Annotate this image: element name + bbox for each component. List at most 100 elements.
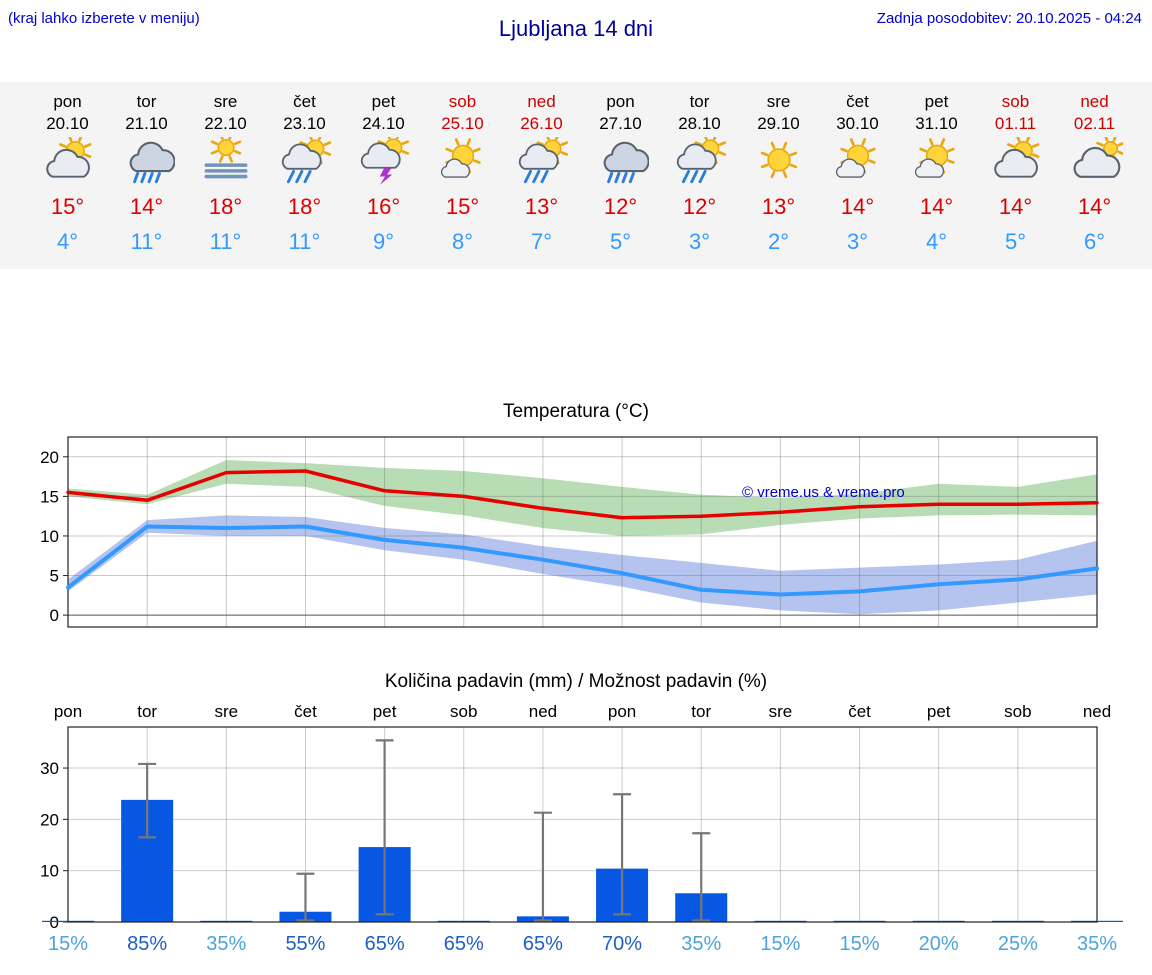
thunder-icon xyxy=(344,137,423,189)
y-tick-label: 0 xyxy=(50,606,59,625)
day-min-temp: 9° xyxy=(372,229,395,254)
forecast-day-21.10: tor 21.10 14° 11° xyxy=(107,92,186,255)
mostly-sunny-icon xyxy=(423,137,502,189)
day-min-temp: 11° xyxy=(209,229,242,254)
forecast-day-02.11: ned 02.11 14° 6° xyxy=(1055,92,1134,255)
day-label: ned xyxy=(529,702,557,721)
min-temperature-line xyxy=(66,524,1099,597)
precip-probability-label: 70% xyxy=(602,933,642,955)
day-name: sre xyxy=(213,92,238,111)
mostly-sunny-icon xyxy=(897,137,976,189)
precip-probability-label: 85% xyxy=(127,933,167,955)
max-temperature-line xyxy=(66,469,1099,520)
day-max-temp: 18° xyxy=(287,194,322,219)
day-max-temp: 13° xyxy=(761,194,796,219)
precip-probability-label: 15% xyxy=(48,933,88,955)
day-max-temp: 14° xyxy=(998,194,1033,219)
sun-cloud-icon xyxy=(28,137,107,189)
day-min-temp: 3° xyxy=(846,229,869,254)
day-name: čet xyxy=(846,92,869,111)
precip-probability-label: 65% xyxy=(523,933,563,955)
day-date: 21.10 xyxy=(125,114,168,133)
precip-probability-label: 25% xyxy=(998,933,1038,955)
day-label: sob xyxy=(450,702,477,721)
day-min-temp: 2° xyxy=(767,229,790,254)
precip-probability-label: 20% xyxy=(919,933,959,955)
day-label: sre xyxy=(214,702,238,721)
day-date: 31.10 xyxy=(915,114,958,133)
day-name: čet xyxy=(293,92,316,111)
day-label: čet xyxy=(848,702,871,721)
forecast-day-30.10: čet 30.10 14° 3° xyxy=(818,92,897,255)
day-label: tor xyxy=(137,702,157,721)
y-tick-label: 20 xyxy=(40,810,59,829)
day-max-temp: 15° xyxy=(50,194,85,219)
forecast-day-23.10: čet 23.10 18° 11° xyxy=(265,92,344,255)
day-max-temp: 14° xyxy=(919,194,954,219)
forecast-day-29.10: sre 29.10 13° 2° xyxy=(739,92,818,255)
precip-probability-label: 15% xyxy=(840,933,880,955)
day-max-temp: 12° xyxy=(682,194,717,219)
precip-probability-label: 15% xyxy=(760,933,800,955)
day-label: ned xyxy=(1083,702,1111,721)
precip-probability-label: 35% xyxy=(206,933,246,955)
day-date: 30.10 xyxy=(836,114,879,133)
y-tick-label: 20 xyxy=(40,448,59,467)
max-temperature-range-band xyxy=(68,460,1097,536)
precip-probability-label: 65% xyxy=(444,933,484,955)
precip-chart-title: Količina padavin (mm) / Možnost padavin … xyxy=(384,671,768,692)
y-tick-label: 10 xyxy=(40,527,59,546)
precip-probability-label: 65% xyxy=(365,933,405,955)
day-max-temp: 13° xyxy=(524,194,559,219)
day-date: 29.10 xyxy=(757,114,800,133)
sun-shower-icon xyxy=(502,137,581,189)
day-date: 27.10 xyxy=(599,114,642,133)
forecast-day-26.10: ned 26.10 13° 7° xyxy=(502,92,581,255)
day-min-temp: 5° xyxy=(609,229,632,254)
day-date: 25.10 xyxy=(441,114,484,133)
y-tick-label: 15 xyxy=(40,487,59,506)
day-min-temp: 6° xyxy=(1083,229,1106,254)
day-label: pon xyxy=(54,702,82,721)
day-date: 23.10 xyxy=(283,114,326,133)
temperature-chart-title: Temperatura (°C) xyxy=(503,401,649,422)
day-min-temp: 4° xyxy=(56,229,79,254)
day-max-temp: 14° xyxy=(840,194,875,219)
mostly-sunny-icon xyxy=(818,137,897,189)
precip-probability-label: 55% xyxy=(285,933,325,955)
ad-gap xyxy=(0,269,1152,401)
day-date: 28.10 xyxy=(678,114,721,133)
day-date: 22.10 xyxy=(204,114,247,133)
y-tick-label: 30 xyxy=(40,759,59,778)
forecast-day-01.11: sob 01.11 14° 5° xyxy=(976,92,1055,255)
day-name: sob xyxy=(1001,92,1030,111)
day-min-temp: 4° xyxy=(925,229,948,254)
day-name: pon xyxy=(606,92,635,111)
day-label: pet xyxy=(927,702,951,721)
day-name: tor xyxy=(136,92,157,111)
plot-frame xyxy=(67,436,1098,628)
day-max-temp: 15° xyxy=(445,194,480,219)
day-name: pet xyxy=(371,92,396,111)
day-label: pon xyxy=(608,702,636,721)
forecast-strip: pon 20.10 15° 4° tor 21.10 14° 11° sre 22.10 18° 11… xyxy=(0,82,1152,269)
forecast-day-31.10: pet 31.10 14° 4° xyxy=(897,92,976,255)
day-min-temp: 8° xyxy=(451,229,474,254)
day-min-temp: 3° xyxy=(688,229,711,254)
day-min-temp: 7° xyxy=(530,229,553,254)
precipitation-chart: pon tor sre čet pet sob ned pon tor sre čet pet sob n… xyxy=(40,702,1123,955)
page-title: Ljubljana 14 dni xyxy=(498,16,654,41)
day-max-temp: 16° xyxy=(366,194,401,219)
day-max-temp: 12° xyxy=(603,194,638,219)
day-name: sob xyxy=(448,92,477,111)
sun-shower-icon xyxy=(265,137,344,189)
day-date: 01.11 xyxy=(994,114,1037,133)
day-name: ned xyxy=(1080,92,1109,111)
location-menu-link[interactable]: (kraj lahko izberete v meniju) xyxy=(8,10,200,27)
forecast-day-22.10: sre 22.10 18° 11° xyxy=(186,92,265,255)
day-name: ned xyxy=(527,92,556,111)
precip-probability-label: 35% xyxy=(681,933,721,955)
last-updated-text: Zadnja posodobitev: 20.10.2025 - 04:24 xyxy=(876,10,1142,27)
cloudy-icon xyxy=(1055,137,1134,189)
day-date: 24.10 xyxy=(362,114,405,133)
